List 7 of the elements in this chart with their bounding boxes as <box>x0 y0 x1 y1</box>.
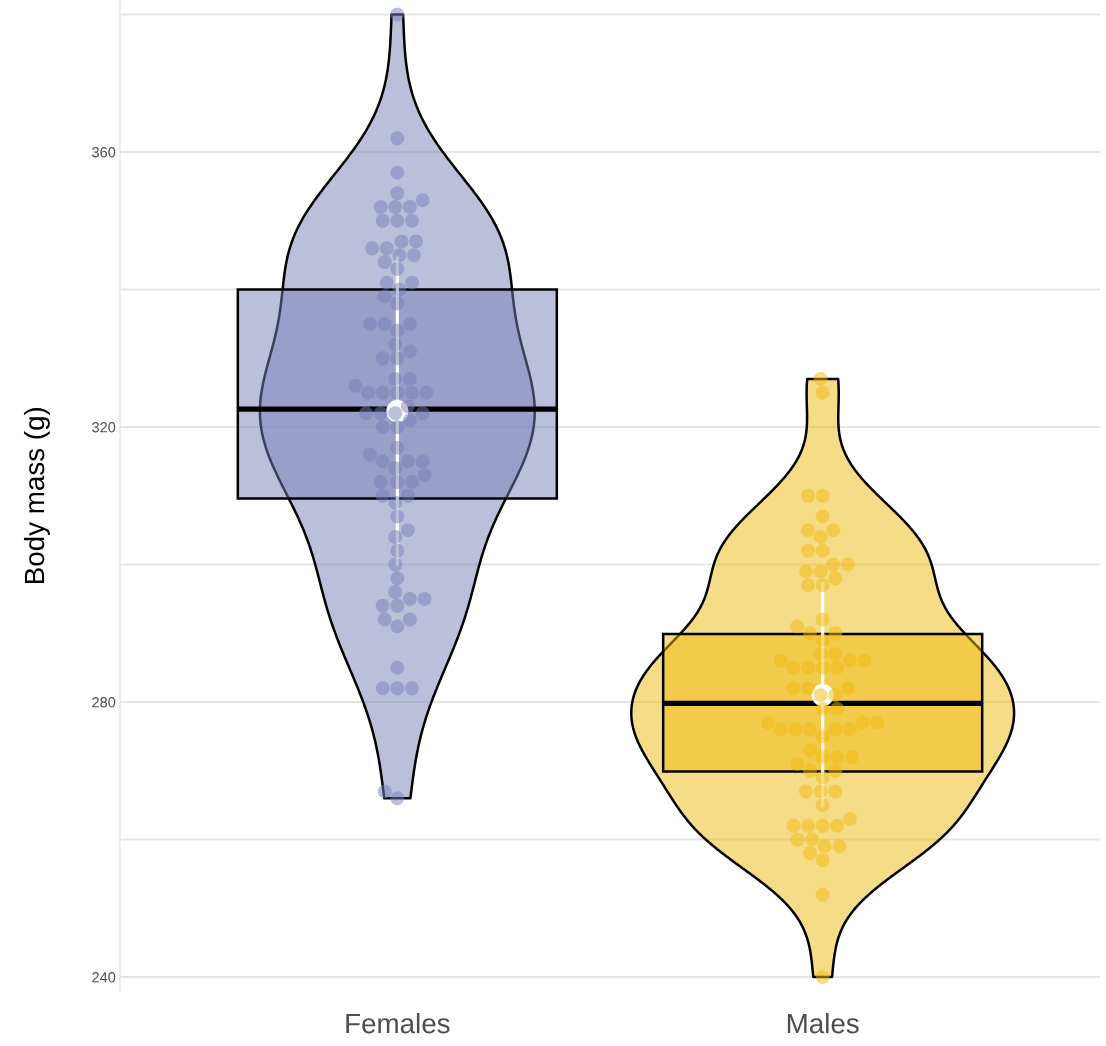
y-tick-label: 360 <box>92 147 116 158</box>
x-tick-label: Females <box>346 1012 450 1034</box>
y-tick-label: 280 <box>92 697 116 708</box>
x-tick-label: Males <box>787 1012 859 1034</box>
y-tick-label: 320 <box>92 422 116 433</box>
y-axis-title: Body mass (g) <box>23 407 50 583</box>
y-tick-label: 240 <box>92 972 116 983</box>
